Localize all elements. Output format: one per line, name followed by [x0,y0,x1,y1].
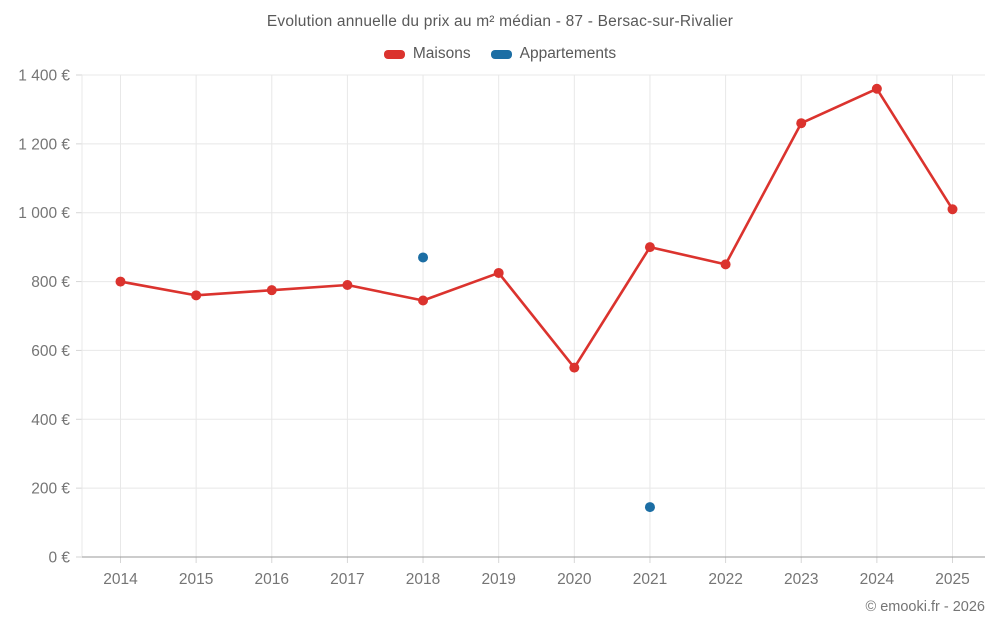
legend-label-maisons: Maisons [412,45,471,62]
x-axis-label: 2018 [406,571,440,588]
copyright-text: © emooki.fr - 2026 [865,599,985,615]
maisons-data-point[interactable] [796,118,807,129]
maisons-data-point[interactable] [947,204,958,215]
x-axis-label: 2019 [481,571,515,588]
maisons-data-point[interactable] [644,242,655,253]
legend-item-maisons[interactable]: Maisons [383,45,471,63]
maisons-data-point[interactable] [115,276,126,287]
y-axis-label: 600 € [31,343,70,360]
x-axis-label: 2016 [255,571,289,588]
legend: Maisons Appartements [0,45,1000,63]
maisons-series-swatch-icon [383,49,405,59]
x-axis-label: 2024 [860,571,895,588]
maisons-data-point[interactable] [569,362,580,373]
y-axis-label: 800 € [31,274,70,291]
x-axis-label: 2017 [330,571,364,588]
x-axis-label: 2015 [179,571,213,588]
maisons-data-point[interactable] [720,259,731,270]
y-axis-label: 1 200 € [18,136,70,153]
maisons-data-point[interactable] [342,280,353,291]
maisons-data-point[interactable] [418,295,429,306]
maisons-data-point[interactable] [191,290,202,301]
y-axis-label: 200 € [31,481,70,498]
legend-item-appartements[interactable]: Appartements [490,45,617,63]
page-title: Evolution annuelle du prix au m² médian … [266,13,734,30]
maisons-data-point[interactable] [266,285,277,296]
appartements-data-point[interactable] [644,502,655,513]
maisons-data-point[interactable] [493,267,504,278]
y-axis-label: 1 000 € [18,205,70,222]
maisons-data-point[interactable] [871,83,882,94]
x-axis-label: 2022 [708,571,742,588]
appartements-series-swatch-icon [490,49,512,59]
y-axis-label: 0 € [48,550,70,567]
y-axis-label: 400 € [31,412,70,429]
y-axis-label: 1 400 € [18,68,70,85]
x-axis-label: 2014 [103,571,138,588]
appartements-data-point[interactable] [418,252,429,263]
legend-label-appartements: Appartements [519,45,617,62]
maisons-line [119,87,954,369]
x-axis-label: 2020 [557,571,592,588]
x-axis-label: 2023 [784,571,818,588]
x-axis-label: 2025 [935,571,969,588]
x-axis-label: 2021 [633,571,667,588]
